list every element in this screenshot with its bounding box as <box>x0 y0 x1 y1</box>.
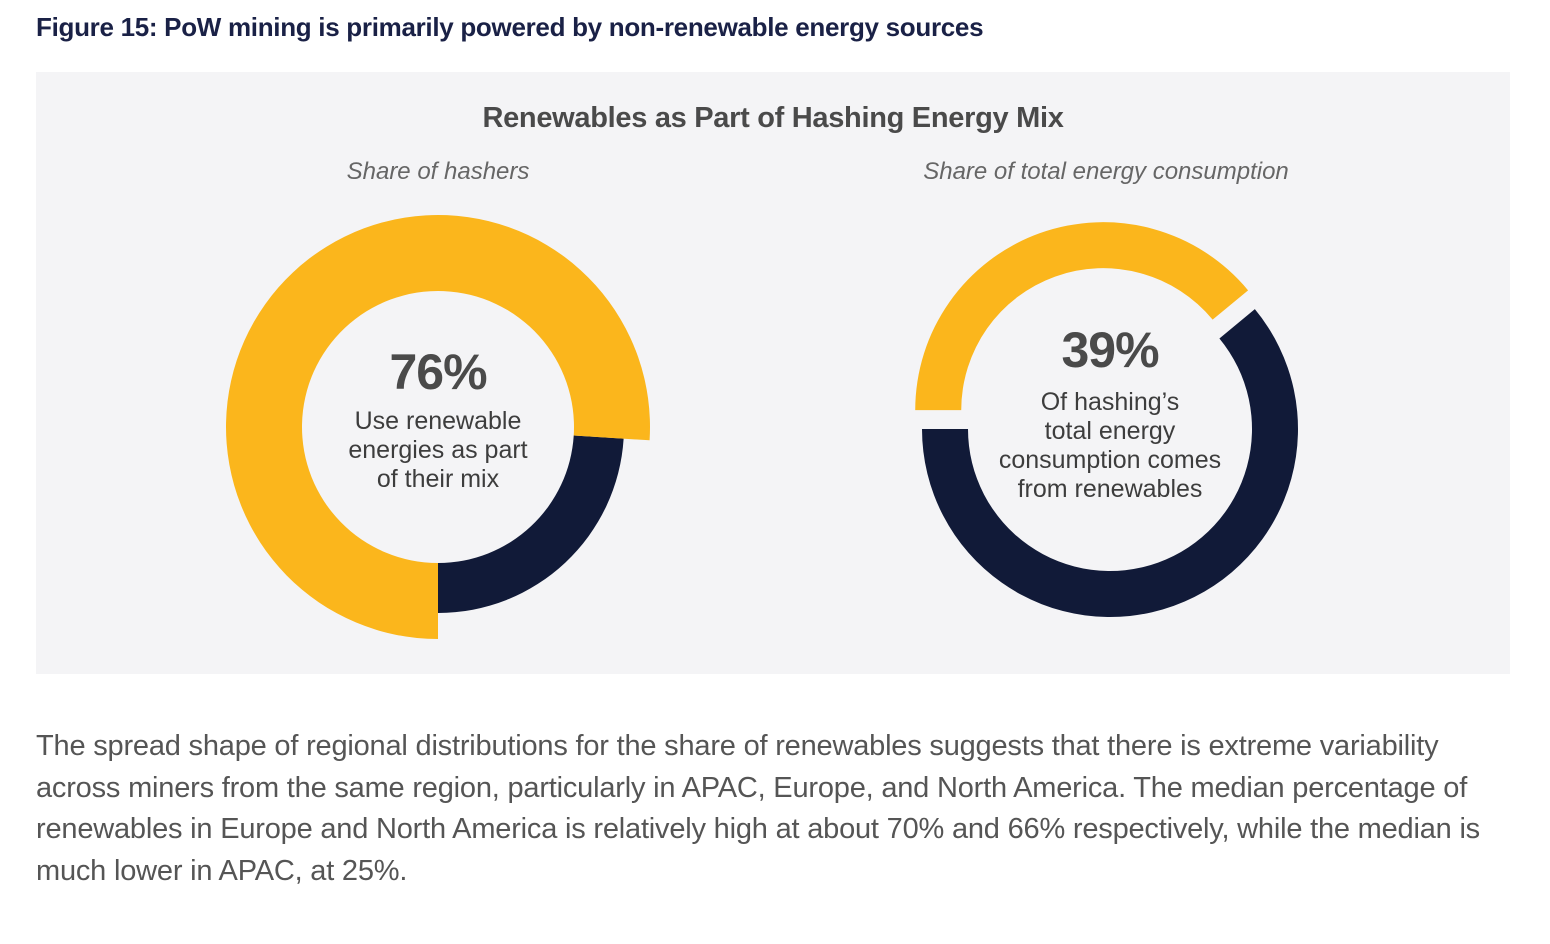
donut-hashers-center: 76% Use renewable energies as part of th… <box>308 347 568 494</box>
donut-hashers-label-line: of their mix <box>376 465 500 493</box>
donut-energy-slice-nonrenewable <box>921 309 1298 618</box>
donut-charts <box>226 215 1298 639</box>
donut-energy-slice-renewable <box>915 222 1249 411</box>
donut-hashers-label-line: energies as part <box>348 436 528 464</box>
donut-hashers-label-line: Use renewable <box>354 407 522 435</box>
donut-hashers-slice-renewable <box>226 215 650 639</box>
donut-energy <box>915 222 1298 618</box>
donut-hashers-value: 76% <box>389 344 487 400</box>
donut-energy-label-line: from renewables <box>1017 475 1203 503</box>
body-paragraph: The spread shape of regional distributio… <box>36 730 1480 887</box>
subtitle-share-of-hashers: Share of hashers <box>346 158 530 185</box>
donut-energy-center: 39% Of hashing’s total energy consumptio… <box>960 325 1260 504</box>
donut-energy-value: 39% <box>1061 322 1159 378</box>
donut-energy-label-line: consumption comes <box>998 446 1222 474</box>
donut-hashers <box>226 215 650 639</box>
figure-title: Figure 15: PoW mining is primarily power… <box>36 12 984 42</box>
chart-panel: Renewables as Part of Hashing Energy Mix… <box>36 72 1510 674</box>
subtitle-share-of-energy: Share of total energy consumption <box>923 158 1289 185</box>
donut-energy-label-line: Of hashing’s <box>1040 388 1180 416</box>
donut-hashers-slice-other <box>438 435 624 613</box>
donut-hashers-label: Use renewable energies as part of their … <box>308 407 568 494</box>
donut-energy-label-line: total energy <box>1044 417 1176 445</box>
donut-energy-label: Of hashing’s total energy consumption co… <box>960 388 1260 504</box>
chart-title: Renewables as Part of Hashing Energy Mix <box>482 102 1064 134</box>
